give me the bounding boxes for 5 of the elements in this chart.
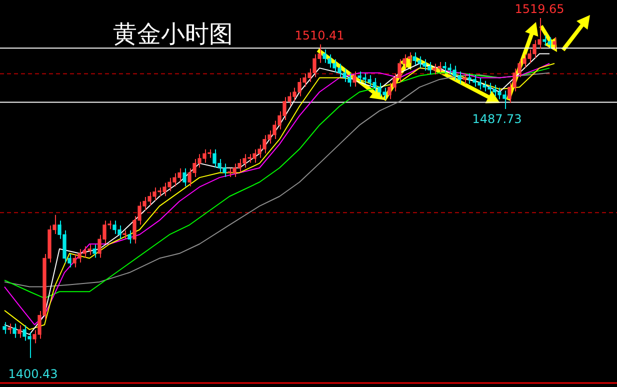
annotation: 1519.65 xyxy=(514,2,564,16)
annotation: 1487.73 xyxy=(472,112,522,126)
chart-title: 黄金小时图 xyxy=(113,19,233,50)
text: 1400.43 xyxy=(8,367,58,382)
annotation: 1510.41 xyxy=(294,28,344,42)
